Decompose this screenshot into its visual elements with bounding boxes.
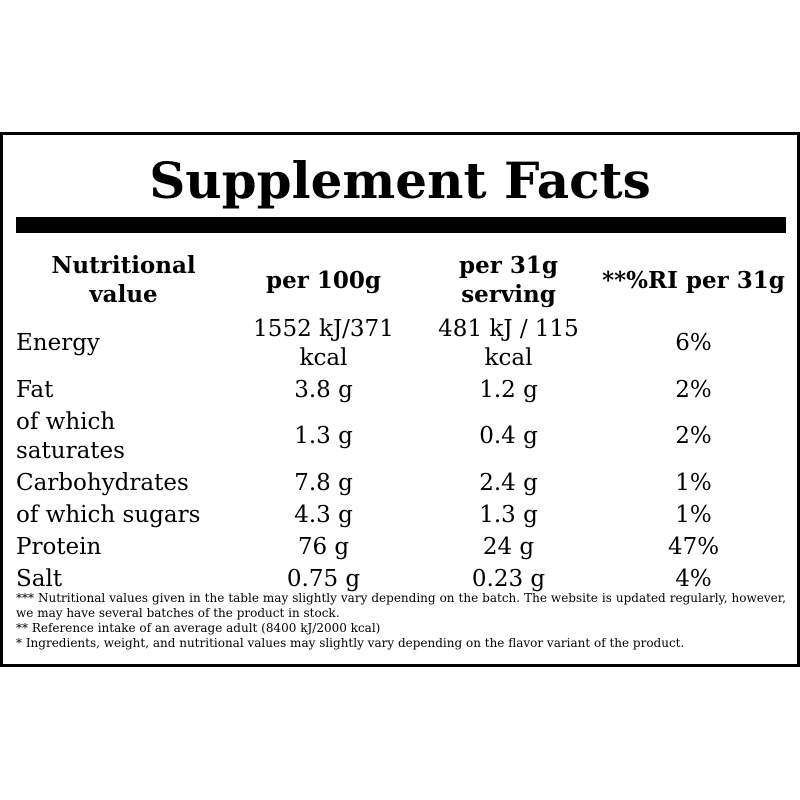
title-divider	[16, 217, 786, 233]
header-nutritional-value: Nutritional value	[51, 252, 196, 308]
nutrition-table: Nutritional value per 100g per 31g servi…	[16, 247, 786, 595]
table-row: Carbohydrates 7.8 g 2.4 g 1%	[16, 467, 786, 499]
row-saturates-ri: 2%	[675, 423, 712, 449]
row-fat-per100: 3.8 g	[294, 376, 353, 403]
row-saturates-per-serving: 0.4 g	[479, 423, 538, 449]
row-protein-ri: 47%	[667, 533, 720, 560]
row-saturates-name: of which saturates	[16, 408, 125, 464]
row-fat-per-serving: 1.2 g	[479, 376, 538, 403]
row-fat-name: Fat	[16, 376, 54, 403]
panel-title: Supplement Facts	[149, 151, 651, 210]
row-sugars-per100: 4.3 g	[294, 501, 353, 528]
footnote-batch-variation: *** Nutritional values given in the tabl…	[16, 591, 786, 620]
footnotes: *** Nutritional values given in the tabl…	[16, 591, 786, 651]
row-salt-per-serving: 0.23 g	[471, 565, 546, 592]
row-carbohydrates-per100: 7.8 g	[294, 469, 353, 496]
row-fat-ri: 2%	[675, 376, 712, 403]
table-row: of which sugars 4.3 g 1.3 g 1%	[16, 499, 786, 531]
table-row: Protein 76 g 24 g 47%	[16, 531, 786, 563]
row-protein-per100: 76 g	[297, 533, 350, 560]
row-salt-name: Salt	[16, 565, 63, 592]
row-carbohydrates-name: Carbohydrates	[16, 469, 189, 496]
table-row: Energy 1552 kJ/371 kcal 481 kJ / 115 kca…	[16, 313, 786, 374]
row-energy-per-serving: 481 kJ / 115 kcal	[438, 315, 579, 371]
row-carbohydrates-ri: 1%	[675, 469, 712, 496]
table-header-row: Nutritional value per 100g per 31g servi…	[16, 247, 786, 313]
row-energy-per100: 1552 kJ/371 kcal	[253, 315, 394, 371]
row-sugars-per-serving: 1.3 g	[479, 501, 538, 528]
header-per-100g: per 100g	[266, 266, 381, 294]
row-salt-per100: 0.75 g	[286, 565, 361, 592]
footnote-reference-intake: ** Reference intake of an average adult …	[16, 621, 381, 635]
row-protein-name: Protein	[16, 533, 102, 560]
row-salt-ri: 4%	[675, 565, 712, 592]
row-sugars-name: of which sugars	[16, 501, 201, 528]
table-row: of which saturates 1.3 g 0.4 g 2%	[16, 406, 786, 467]
header-per-serving: per 31g serving	[459, 252, 558, 308]
table-row: Salt 0.75 g 0.23 g 4%	[16, 563, 786, 595]
footnote-flavor-variation: * Ingredients, weight, and nutritional v…	[16, 636, 685, 650]
row-protein-per-serving: 24 g	[482, 533, 535, 560]
row-energy-name: Energy	[16, 330, 100, 356]
row-sugars-ri: 1%	[675, 501, 712, 528]
row-carbohydrates-per-serving: 2.4 g	[479, 469, 538, 496]
header-ri: **%RI per 31g	[602, 266, 785, 294]
table-row: Fat 3.8 g 1.2 g 2%	[16, 374, 786, 406]
supplement-facts-panel: Supplement Facts Nutritional value per 1…	[0, 132, 800, 667]
row-saturates-per100: 1.3 g	[294, 423, 353, 449]
row-energy-ri: 6%	[675, 330, 712, 356]
